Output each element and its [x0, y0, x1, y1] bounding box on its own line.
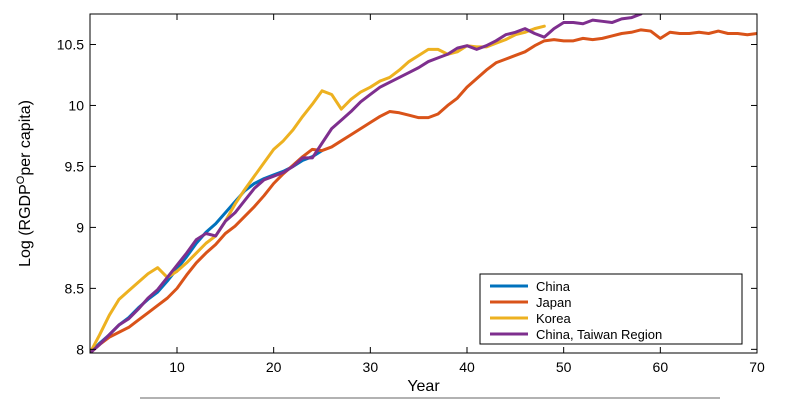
x-tick-label: 10 [169, 359, 185, 375]
axes-box [89, 13, 758, 354]
y-axis-label: Log (RGDPOper capita) [15, 100, 34, 267]
y-tick-label: 10 [68, 97, 84, 113]
y-tick-label: 10.5 [57, 36, 84, 52]
y-axis-label-main: Log (RGDP [17, 184, 34, 267]
y-tick-label: 9.5 [65, 158, 85, 174]
legend-label: Korea [536, 311, 571, 326]
x-tick-label: 50 [556, 359, 572, 375]
series-line-china-taiwan-region [90, 14, 643, 353]
legend-label: Japan [536, 295, 571, 310]
tick-labels: 10 20 30 40 50 60 70 8 8.5 9 9.5 10 10.5 [57, 36, 765, 375]
x-tick-label: 40 [459, 359, 475, 375]
x-tick-label: 70 [749, 359, 765, 375]
legend-label: China [536, 279, 571, 294]
y-tick-label: 9 [76, 219, 84, 235]
x-tick-label: 30 [363, 359, 379, 375]
series-line-japan [90, 28, 757, 353]
x-tick-label: 60 [653, 359, 669, 375]
legend-label: China, Taiwan Region [536, 327, 662, 342]
x-tick-label: 20 [266, 359, 282, 375]
x-axis-label: Year [407, 378, 440, 395]
y-axis-label-superscript: O [15, 175, 27, 184]
y-axis-label-tail: per capita) [17, 100, 34, 176]
series-lines [90, 14, 757, 353]
y-tick-label: 8.5 [65, 280, 85, 296]
y-tick-label: 8 [76, 341, 84, 357]
axes [89, 13, 758, 354]
